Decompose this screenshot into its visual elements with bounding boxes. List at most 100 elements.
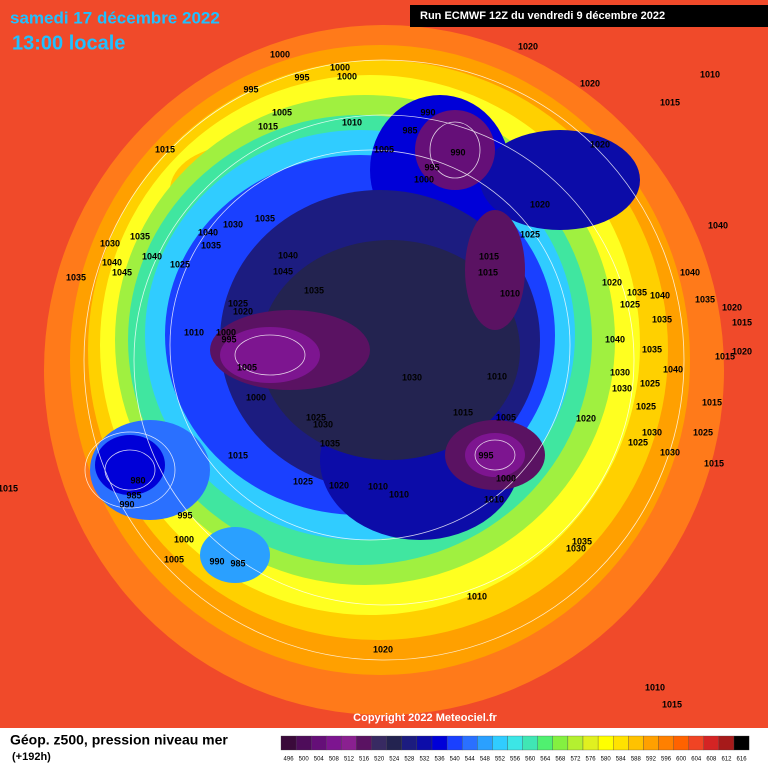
isobar-label: 1040: [663, 364, 683, 374]
scale-swatch: [462, 735, 478, 751]
scale-label: 496: [284, 757, 295, 763]
isobar-label: 1040: [605, 334, 625, 344]
scale-swatch: [431, 735, 448, 751]
isobar-label: 1020: [732, 346, 752, 356]
isobar-label: 995: [243, 84, 258, 94]
scale-swatch: [643, 735, 659, 751]
isobar-label: 1035: [201, 240, 221, 250]
isobar-label: 1020: [518, 41, 538, 51]
isobar-label: 1025: [228, 298, 248, 308]
scale-label: 608: [706, 757, 717, 763]
isobar-label: 1015: [660, 97, 680, 107]
isobar-label: 1035: [572, 536, 592, 546]
scale-label: 556: [510, 757, 521, 763]
scale-label: 504: [314, 757, 325, 763]
scale-label: 604: [691, 757, 702, 763]
isobar-label: 1035: [627, 287, 647, 297]
date: samedi 17 décembre 2022: [10, 8, 220, 27]
isobar-label: 1010: [700, 69, 720, 79]
scale-label: 616: [737, 757, 748, 763]
scale-label: 512: [344, 757, 355, 763]
scale-swatch: [582, 735, 599, 751]
isobar-label: 1010: [500, 288, 520, 298]
scale-label: 544: [465, 757, 476, 763]
isobar-label: 1030: [223, 219, 243, 229]
isobar-label: 1005: [496, 412, 516, 422]
footer-title: Géop. z500, pression niveau mer: [10, 732, 228, 748]
scale-swatch: [507, 735, 523, 751]
scale-swatch: [628, 735, 644, 751]
scale-swatch: [280, 735, 297, 751]
isobar-label: 1010: [487, 371, 507, 381]
isobar-label: 1000: [414, 174, 434, 184]
isobar-label: 1015: [732, 317, 752, 327]
isobar-label: 1005: [374, 144, 394, 154]
scale-label: 548: [480, 757, 491, 763]
map-fields: [0, 0, 768, 728]
isobar-label: 995: [294, 72, 309, 82]
scale-swatch: [311, 735, 327, 751]
isobar-label: 995: [424, 162, 439, 172]
scale-label: 596: [661, 757, 672, 763]
scale-swatch: [733, 735, 750, 751]
isobar-labels: 1000 995 1000 1000 995 1005 1015 1010 1015 1005 99…: [0, 41, 752, 709]
run-info: Run ECMWF 12Z du vendredi 9 décembre 202…: [420, 10, 665, 22]
isobar-label: 1030: [610, 367, 630, 377]
isobar-label: 1015: [662, 699, 682, 709]
scale-swatch: [401, 735, 418, 751]
isobar-label: 1005: [237, 362, 257, 372]
isobar-label: 1035: [652, 314, 672, 324]
isobar-label: 1040: [680, 267, 700, 277]
isobar-label: 1000: [174, 534, 194, 544]
isobar-label: 1030: [642, 427, 662, 437]
scale-label: 520: [374, 757, 385, 763]
isobar-label: 1025: [640, 378, 660, 388]
isobar-label: 1010: [342, 117, 362, 127]
isobar-label: 980: [130, 475, 145, 485]
isobar-label: 1020: [580, 78, 600, 88]
scale-swatch: [673, 735, 689, 751]
isobar-label: 1000: [270, 49, 290, 59]
isobar-label: 1025: [628, 437, 648, 447]
isobar-label: 1010: [645, 682, 665, 692]
isobar-label: 1035: [320, 438, 340, 448]
isobar-label: 1020: [329, 480, 349, 490]
isobar-label: 1010: [389, 489, 409, 499]
scale-swatch: [688, 735, 704, 751]
scale-label: 524: [389, 757, 400, 763]
scale-swatch: [718, 735, 735, 751]
isobar-label: 1005: [272, 107, 292, 117]
scale-swatch: [703, 735, 720, 751]
run-box: [410, 5, 768, 27]
scale-label: 592: [646, 757, 657, 763]
isobar-label: 1025: [306, 412, 326, 422]
scale-label: 564: [540, 757, 551, 763]
isobar-label: 1015: [478, 267, 498, 277]
isobar-label: 1040: [650, 290, 670, 300]
isobar-label: 1015: [0, 483, 18, 493]
isobar-label: 1020: [373, 644, 393, 654]
isobar-label: 1025: [293, 476, 313, 486]
color-scale: 496 500 504 508 512 516 520 524 528 532 536 540 544 5…: [280, 735, 750, 763]
isobar-label: 1045: [112, 267, 132, 277]
scale-label: 584: [616, 757, 627, 763]
isobar-label: 1030: [100, 238, 120, 248]
isobar-label: 1010: [184, 327, 204, 337]
isobar-label: 995: [221, 334, 236, 344]
isobar-label: 1040: [278, 250, 298, 260]
isobar-label: 1015: [228, 450, 248, 460]
isobar-label: 1025: [636, 401, 656, 411]
scale-label: 528: [404, 757, 415, 763]
scale-swatch: [613, 735, 629, 751]
scale-swatch: [356, 735, 372, 751]
scale-swatch: [341, 735, 357, 751]
isobar-label: 1020: [590, 139, 610, 149]
scale-label: 560: [525, 757, 536, 763]
isobar-label: 995: [478, 450, 493, 460]
isobar-label: 1000: [337, 71, 357, 81]
footer-lead: (+192h): [12, 751, 51, 763]
isobar-label: 1030: [612, 383, 632, 393]
scale-label: 536: [435, 757, 446, 763]
isobar-label: 1015: [702, 397, 722, 407]
